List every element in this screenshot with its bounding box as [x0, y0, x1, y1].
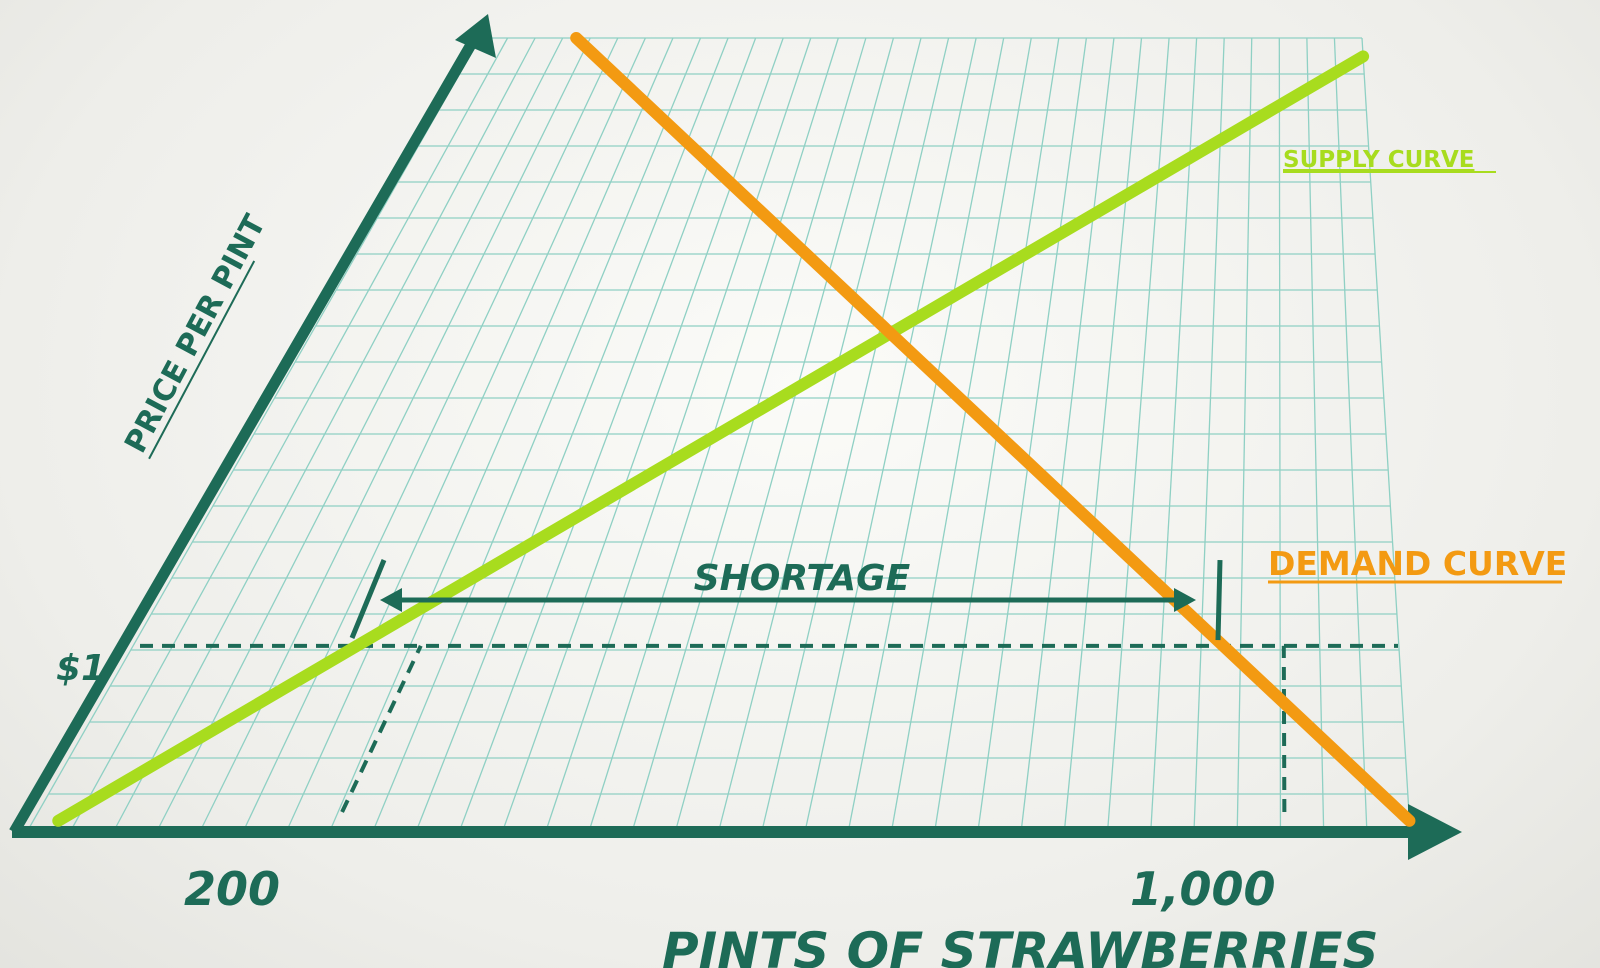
reference-lines: [140, 643, 1398, 813]
axes: [9, 14, 1462, 860]
shortage-arrow-left-icon: [380, 588, 402, 612]
grid: [27, 37, 1411, 831]
supply-curve: [52, 50, 1370, 827]
demand-curve: [570, 32, 1416, 827]
supply-curve-legend-label: SUPPLY CURVE: [1283, 147, 1474, 173]
shortage-arrow-right-icon: [1174, 588, 1196, 612]
shortage-right-tick: [1215, 559, 1223, 641]
y-axis-arrow-icon: [455, 14, 496, 58]
shortage-left-tick: [349, 559, 387, 639]
quantity-reference-line: [1281, 645, 1287, 813]
y-axis-title-underline: [148, 260, 256, 460]
annotations: SHORTAGE: [349, 558, 1223, 641]
y-axis: [9, 33, 481, 835]
y-tick-label: $1: [56, 648, 106, 689]
x-axis-arrow-icon: [1408, 804, 1462, 860]
x-tick-label: 1,000: [1130, 862, 1276, 916]
x-tick-label: 200: [184, 862, 280, 916]
series-layer: [52, 32, 1416, 827]
quantity-reference-line: [340, 644, 423, 813]
demand-curve-legend-label: DEMAND CURVE: [1268, 544, 1567, 583]
x-axis-title: PINTS OF STRAWBERRIES: [662, 922, 1378, 968]
shortage-label: SHORTAGE: [694, 558, 911, 599]
